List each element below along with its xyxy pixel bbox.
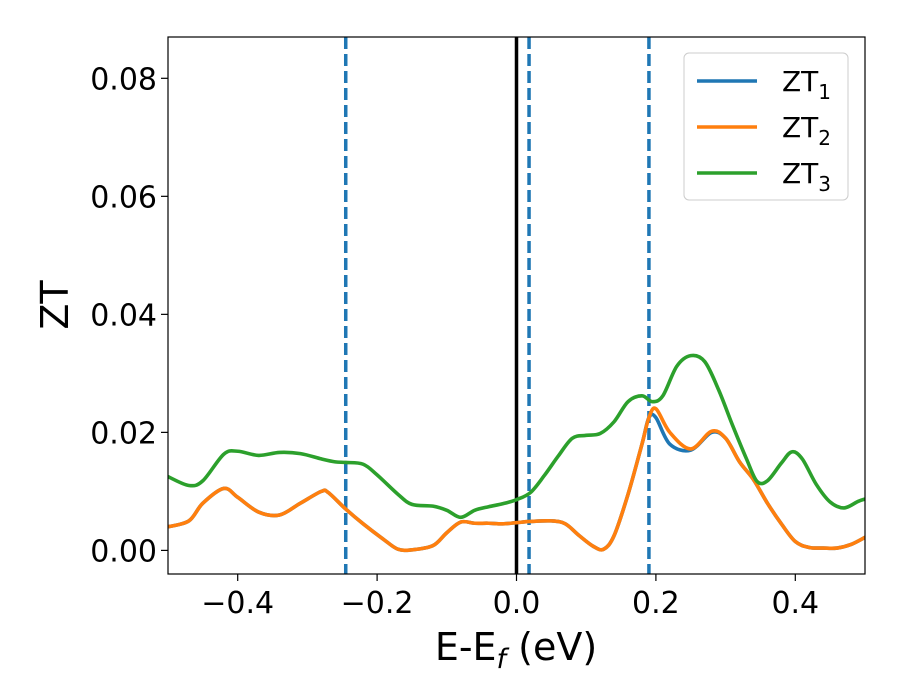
legend-label-zt2: ZT2 [782, 111, 831, 150]
y-tick-label: 0.04 [90, 298, 157, 333]
legend: ZT1 ZT2 ZT3 [683, 52, 849, 201]
legend-label-zt3: ZT3 [782, 157, 831, 196]
x-axis-label: E-Ef (eV) [435, 625, 597, 675]
x-tick-label: −0.4 [201, 586, 274, 621]
series-line-zt2 [168, 406, 865, 553]
y-axis-label: ZT [33, 280, 77, 330]
x-tick-label: 0.4 [771, 586, 819, 621]
x-tick-label: −0.2 [341, 586, 414, 621]
y-tick-label: 0.06 [90, 180, 157, 215]
x-tick-label: 0.2 [632, 586, 680, 621]
legend-label-zt1: ZT1 [782, 65, 831, 104]
reference-lines [343, 37, 651, 574]
y-tick-label: 0.08 [90, 62, 157, 97]
y-axis: 0.00 0.02 0.04 0.06 0.08 [90, 62, 168, 569]
y-tick-label: 0.00 [90, 534, 157, 569]
x-axis: −0.4 −0.2 0.0 0.2 0.4 [201, 574, 819, 621]
series-line-zt3 [168, 353, 865, 520]
y-tick-label: 0.02 [90, 416, 157, 451]
x-tick-label: 0.0 [493, 586, 541, 621]
legend-box [683, 52, 849, 201]
series-group [168, 353, 865, 553]
